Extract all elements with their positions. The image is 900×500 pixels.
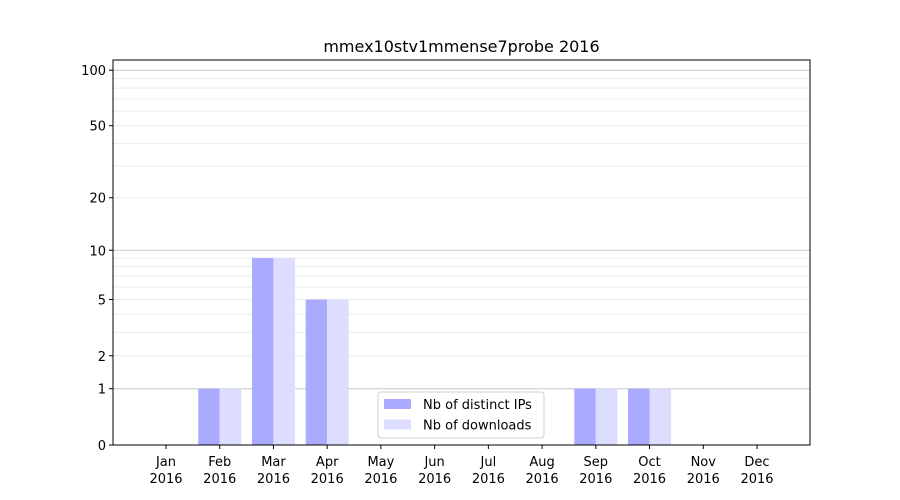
bar-downloads [273, 258, 295, 445]
bar-downloads [327, 299, 349, 445]
bar-downloads [219, 388, 242, 445]
x-tick-label: Dec 2016 [740, 455, 773, 487]
x-tick-label: Apr 2016 [311, 455, 344, 487]
bar-downloads [649, 388, 672, 445]
x-tick-label: Aug 2016 [526, 455, 559, 487]
x-axis: Jan 2016 Feb 2016 Mar 2016 Apr 2016 May 2016 Jun 20… [149, 445, 774, 487]
x-tick-label: Sep 2016 [579, 455, 612, 487]
chart-title: mmex10stv1mmense7probe 2016 [323, 37, 599, 56]
y-tick-label: 2 [98, 350, 106, 365]
bar-distinct-ips [198, 388, 220, 445]
x-tick-label: Nov 2016 [687, 455, 720, 487]
y-tick-label: 20 [89, 192, 106, 207]
x-tick-label: May 2016 [364, 455, 397, 487]
legend-box [377, 391, 545, 439]
bar-distinct-ips [628, 388, 650, 445]
legend: Nb of distinct IPs Nb of downloads [377, 391, 545, 439]
legend-swatch [384, 419, 411, 430]
x-tick-label: Oct 2016 [633, 455, 666, 487]
y-tick-label: 1 [98, 383, 106, 398]
x-tick-label: Feb 2016 [203, 455, 236, 487]
y-tick-label: 0 [98, 439, 106, 454]
y-tick-label: 5 [98, 293, 106, 308]
y-tick-label: 50 [89, 120, 106, 135]
gridlines [113, 69, 810, 390]
x-tick-label: Jun 2016 [418, 455, 451, 487]
x-tick-label: Mar 2016 [257, 455, 290, 487]
y-axis: 0 1 2 5 10 20 50 100 [81, 64, 113, 454]
y-tick-label: 100 [81, 64, 106, 79]
x-tick-label: Jan 2016 [149, 455, 182, 487]
bar-distinct-ips [305, 299, 328, 445]
bar-distinct-ips [574, 388, 596, 445]
x-tick-label: Jul 2016 [472, 455, 505, 487]
legend-label: Nb of distinct IPs [423, 398, 532, 413]
bars [198, 258, 672, 445]
bar-distinct-ips [251, 258, 274, 445]
legend-label: Nb of downloads [423, 419, 532, 434]
plot-frame [112, 59, 811, 446]
legend-swatch [384, 399, 411, 409]
y-tick-label: 10 [89, 244, 106, 259]
bar-downloads [595, 388, 618, 445]
